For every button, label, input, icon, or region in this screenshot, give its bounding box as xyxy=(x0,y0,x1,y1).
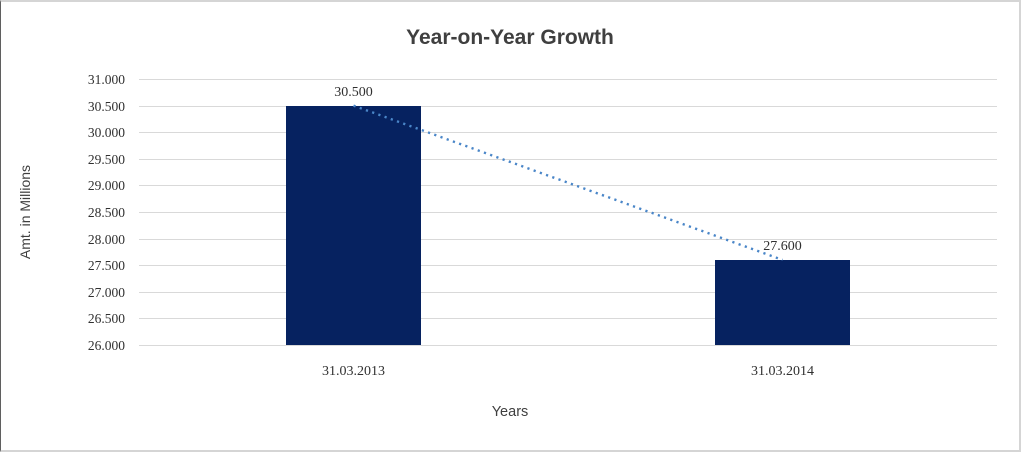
y-tick-label: 31.000 xyxy=(87,72,125,87)
bar-value-label: 30.500 xyxy=(334,84,373,100)
y-tick-label: 30.000 xyxy=(87,125,125,141)
y-tick-label: 26.500 xyxy=(87,311,125,327)
y-tick-label: 26.000 xyxy=(87,338,125,353)
y-tick-label: 29.500 xyxy=(87,151,125,167)
y-tick-label: 30.500 xyxy=(87,98,125,114)
gridline xyxy=(139,158,997,160)
gridline xyxy=(139,212,997,213)
gridline xyxy=(139,132,997,134)
x-tick-label: 31.03.2013 xyxy=(322,364,385,379)
gridline xyxy=(139,79,997,80)
y-tick-label: 27.000 xyxy=(87,284,125,300)
chart-title: Year-on-Year Growth xyxy=(406,26,614,49)
gridline xyxy=(139,291,997,293)
y-tick-label: 29.000 xyxy=(87,178,125,194)
bar xyxy=(286,105,421,345)
plot-area: 30.500 31.03.2013 27.600 31.03.2014 xyxy=(139,79,997,379)
bar-value-label: 27.600 xyxy=(763,238,802,254)
bar xyxy=(715,259,850,345)
y-tick-label: 28.000 xyxy=(87,231,125,247)
y-axis-tick-labels: 31.000 30.500 30.000 29.500 29.000 28.500 28.0… xyxy=(1,72,125,353)
gridline xyxy=(139,185,997,187)
y-tick-label: 28.500 xyxy=(87,205,125,220)
gridline xyxy=(139,105,997,107)
gridline xyxy=(139,318,997,320)
gridline xyxy=(139,265,997,267)
gridline xyxy=(139,345,997,346)
x-tick-label: 31.03.2014 xyxy=(751,364,814,379)
gridline xyxy=(139,238,997,240)
y-tick-label: 27.500 xyxy=(87,258,125,274)
x-axis-title: Years xyxy=(491,404,529,420)
